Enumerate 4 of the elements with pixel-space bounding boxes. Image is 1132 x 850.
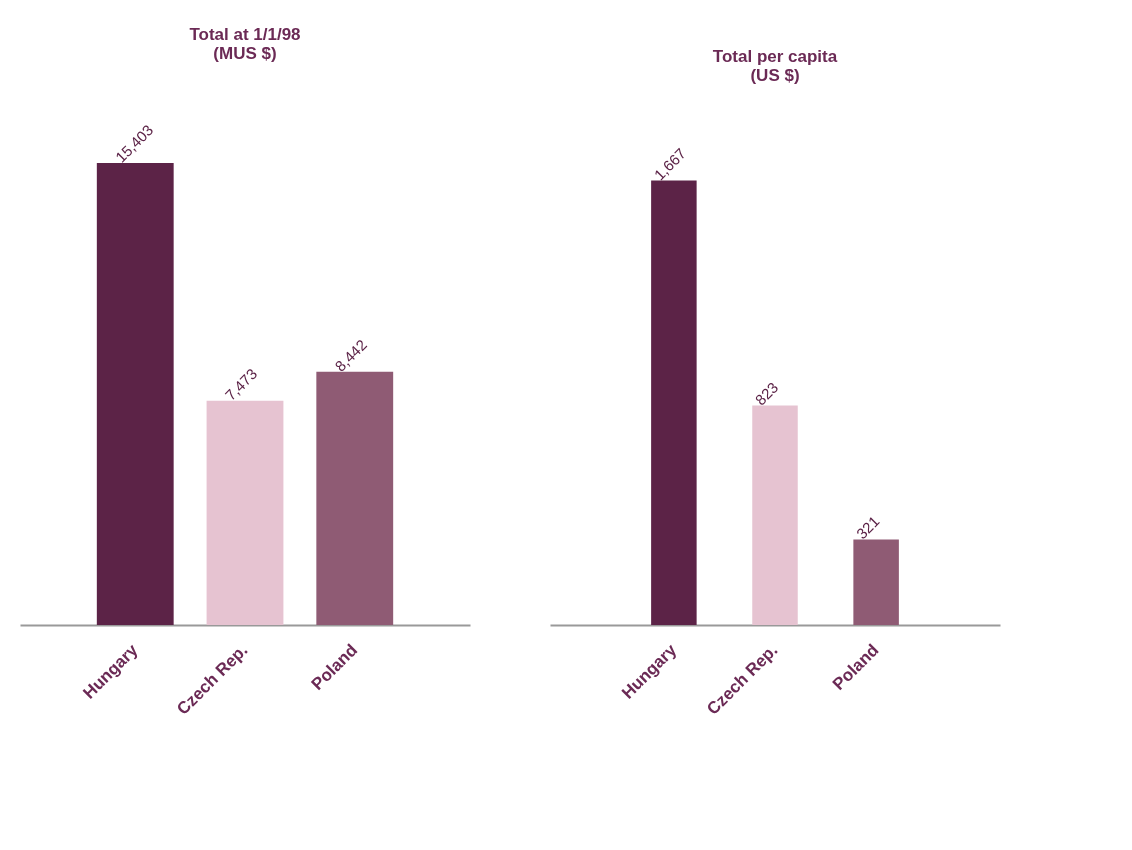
- chart-title: Total at 1/1/98 (MUS $): [189, 24, 301, 63]
- data-label: 321: [852, 512, 883, 543]
- chart-title: Total per capita (US $): [712, 47, 838, 85]
- data-label: 823: [751, 378, 782, 409]
